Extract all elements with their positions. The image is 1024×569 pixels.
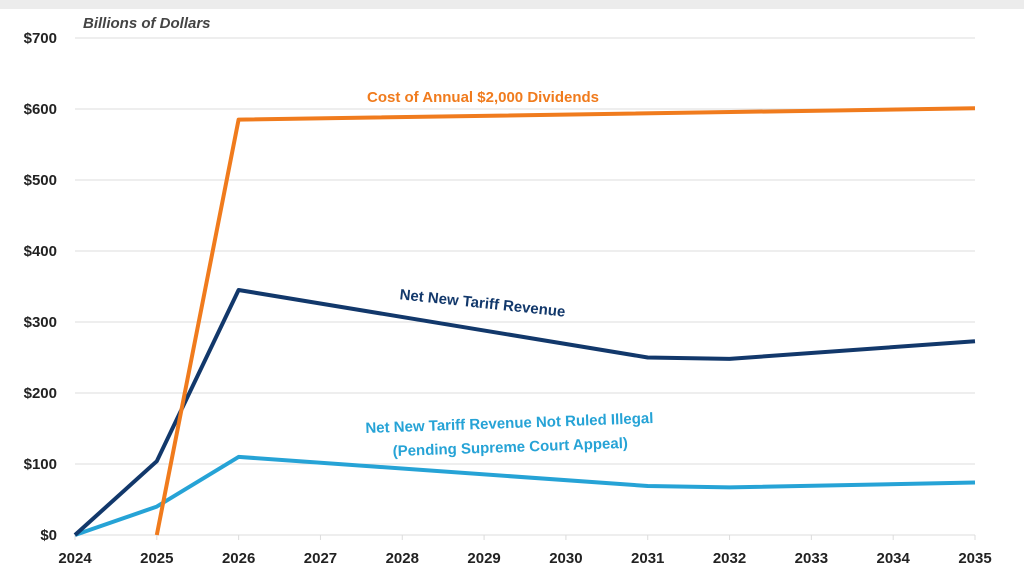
series-line-0 <box>154 106 976 536</box>
x-tick-label: 2027 <box>304 550 337 567</box>
x-tick-label: 2030 <box>549 550 582 567</box>
top-bar <box>0 0 1024 9</box>
y-axis-unit-label: Billions of Dollars <box>83 15 211 32</box>
series-label-not-illegal-line2: (Pending Supreme Court Appeal) <box>392 435 628 460</box>
y-tick-label: $0 <box>40 527 57 544</box>
y-tick-label: $700 <box>24 30 57 47</box>
x-tick-label: 2026 <box>222 550 255 567</box>
x-tick-label: 2028 <box>386 550 419 567</box>
y-tick-label: $600 <box>24 101 57 118</box>
series-label-dividends: Cost of Annual $2,000 Dividends <box>367 89 599 106</box>
x-tick-label: 2033 <box>795 550 828 567</box>
series-label-tariff-revenue: Net New Tariff Revenue <box>399 286 566 320</box>
y-tick-label: $300 <box>24 314 57 331</box>
x-tick-label: 2024 <box>58 550 92 567</box>
y-tick-label: $400 <box>24 243 57 260</box>
y-tick-label: $100 <box>24 456 57 473</box>
x-tick-label: 2034 <box>876 550 910 567</box>
x-tick-label: 2035 <box>958 550 991 567</box>
series-line-1 <box>73 288 976 537</box>
y-tick-label: $200 <box>24 385 57 402</box>
series-line-2 <box>74 454 976 537</box>
x-tick-label: 2029 <box>467 550 500 567</box>
x-tick-label: 2025 <box>140 550 173 567</box>
y-tick-label: $500 <box>24 172 57 189</box>
series-label-not-illegal: Net New Tariff Revenue Not Ruled Illegal <box>365 410 654 437</box>
x-tick-label: 2031 <box>631 550 664 567</box>
x-tick-label: 2032 <box>713 550 746 567</box>
